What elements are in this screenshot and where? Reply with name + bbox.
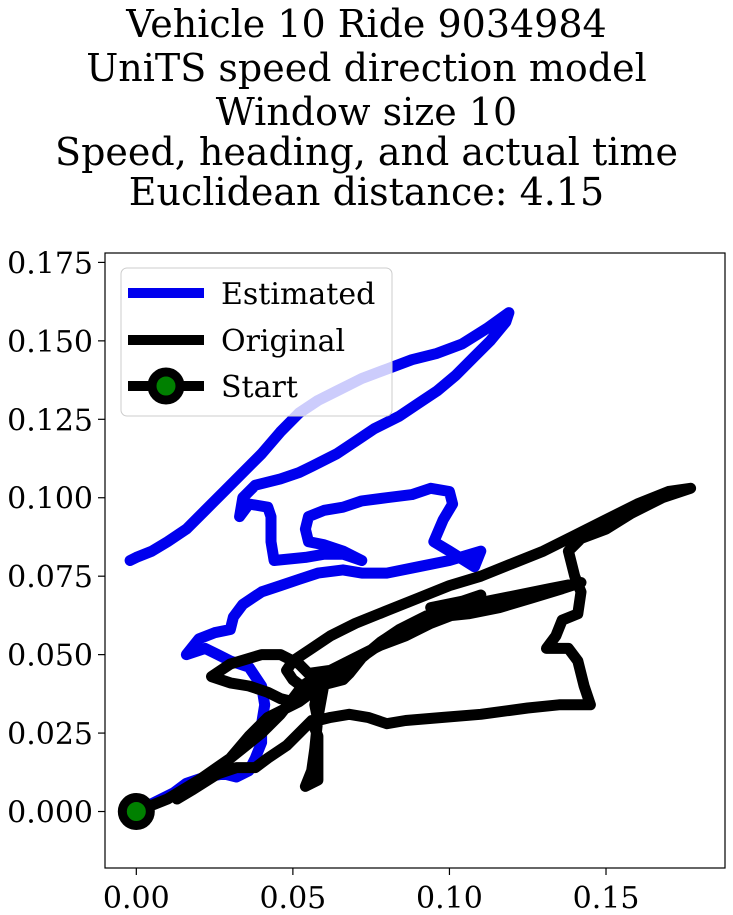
chart-title-line-2: UniTS speed direction model	[86, 46, 647, 90]
y-tick-label: 0.175	[7, 246, 93, 281]
y-tick-label: 0.100	[7, 482, 93, 517]
chart-title-line-3: Window size 10	[215, 90, 518, 134]
y-tick-label: 0.125	[7, 403, 93, 438]
chart-title-line-1: Vehicle 10 Ride 9034984	[126, 2, 607, 46]
y-tick-label: 0.000	[7, 796, 93, 831]
legend-label-estimated: Estimated	[221, 277, 375, 312]
y-axis: 0.000 0.025 0.050 0.075 0.100 0.125 0.150 0.175	[7, 246, 105, 831]
x-tick-label: 0.15	[573, 881, 640, 915]
y-tick-label: 0.025	[7, 717, 93, 752]
legend-box	[120, 267, 393, 417]
x-tick-label: 0.10	[416, 881, 483, 915]
series-line-estimated	[124, 307, 515, 817]
legend-label-start: Start	[221, 370, 298, 405]
chart-title-line-4: Speed, heading, and actual time	[55, 130, 678, 174]
y-tick-label: 0.150	[7, 325, 93, 360]
x-axis: 0.00 0.05 0.10 0.15	[103, 868, 639, 915]
chart-title-line-5: Euclidean distance: 4.15	[128, 170, 605, 214]
start-marker	[117, 793, 155, 831]
legend-label-original: Original	[221, 324, 345, 359]
legend: Estimated Original Start	[120, 267, 393, 417]
x-tick-label: 0.00	[103, 881, 170, 915]
plot-frame	[104, 252, 726, 869]
y-tick-label: 0.075	[7, 560, 93, 595]
legend-swatch-start-marker	[147, 367, 185, 405]
x-tick-label: 0.05	[259, 881, 326, 915]
y-tick-label: 0.050	[7, 639, 93, 674]
series-line-original	[130, 482, 697, 817]
